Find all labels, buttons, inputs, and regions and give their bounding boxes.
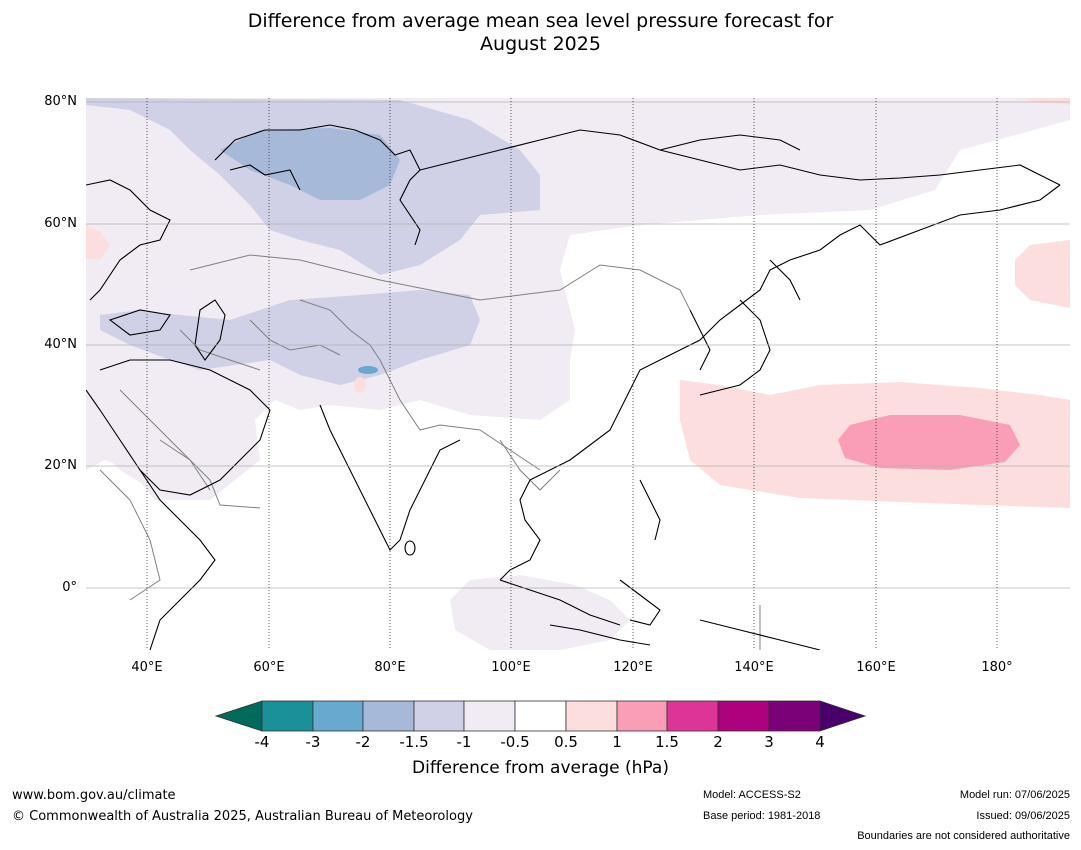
lat-label-40n: 40°N — [44, 337, 77, 352]
colorbar-swatch — [261, 700, 314, 732]
colorbar-swatch — [312, 700, 364, 732]
colorbar-tick: 3 — [764, 733, 774, 751]
footer-disclaimer: Boundaries are not considered authoritat… — [857, 830, 1070, 842]
colorbar-swatch — [514, 700, 567, 732]
colorbar-tick: -0.5 — [500, 733, 530, 751]
lat-label-20n: 20°N — [44, 458, 77, 473]
colorbar-swatch — [768, 700, 821, 732]
footer-issued: Issued: 09/06/2025 — [976, 810, 1070, 822]
longitude-gridlines — [146, 98, 998, 650]
lon-label-100e: 100°E — [491, 660, 531, 675]
colorbar-swatch — [666, 700, 719, 732]
colorbar-swatch — [362, 700, 415, 732]
lon-label-40e: 40°E — [131, 660, 163, 675]
anomaly-region-plus-0-5-europe — [86, 225, 110, 260]
anomaly-spot-plus-0-5-kashmir — [354, 377, 366, 393]
colorbar-swatch — [413, 700, 465, 732]
colorbar-tick: -4 — [254, 733, 270, 751]
colorbar-min-arrow — [214, 700, 263, 732]
map-title-line2: August 2025 — [480, 33, 601, 55]
colorbar-tick: 1.5 — [655, 733, 679, 751]
colorbar-swatch — [463, 700, 516, 732]
anomaly-region-plus-1-pacific — [838, 415, 1020, 470]
colorbar-title: Difference from average (hPa) — [412, 758, 669, 778]
lon-label-140e: 140°E — [734, 660, 774, 675]
colorbar-tick: -1.5 — [399, 733, 429, 751]
colorbar-swatch — [717, 700, 770, 732]
anomaly-region-plus-0-5-arctic-east — [1020, 98, 1070, 105]
colorbar-tick: 2 — [713, 733, 723, 751]
lat-label-60n: 60°N — [44, 216, 77, 231]
footer-model: Model: ACCESS-S2 — [703, 789, 801, 801]
anomaly-region-plus-0-5-north-pacific — [1015, 240, 1070, 308]
lon-label-180: 180° — [981, 660, 1013, 675]
anomaly-region-minus-1-5-core — [220, 128, 400, 200]
lon-label-60e: 60°E — [253, 660, 285, 675]
anomaly-region-minus-1-central — [100, 290, 480, 385]
colorbar-tick: -3 — [305, 733, 321, 751]
colorbar-tick: 1 — [612, 733, 622, 751]
footer-base-period: Base period: 1981-2018 — [703, 810, 821, 822]
colorbar — [214, 700, 867, 732]
colorbar-tick: 0.5 — [554, 733, 578, 751]
colorbar-tick: -2 — [355, 733, 371, 751]
anomaly-spot-minus-2 — [358, 366, 378, 374]
lat-label-80n: 80°N — [44, 94, 77, 109]
anomaly-region-minus-0-5-east-arctic — [640, 140, 935, 205]
footer-model-run: Model run: 07/06/2025 — [959, 789, 1070, 801]
colorbar-tick: -1 — [456, 733, 472, 751]
lon-label-120e: 120°E — [613, 660, 653, 675]
colorbar-max-arrow — [819, 700, 867, 732]
colorbar-swatch — [565, 700, 618, 732]
colorbar-swatch — [616, 700, 668, 732]
latitude-gridlines — [86, 101, 1070, 589]
lon-label-80e: 80°E — [374, 660, 406, 675]
footer-website: www.bom.gov.au/climate — [12, 788, 176, 803]
map-title-line1: Difference from average mean sea level p… — [247, 10, 834, 32]
lat-label-0: 0° — [62, 580, 77, 595]
colorbar-tick: 4 — [815, 733, 825, 751]
map-title: Difference from average mean sea level p… — [0, 10, 1081, 56]
footer-copyright: © Commonwealth of Australia 2025, Austra… — [12, 809, 473, 824]
lon-label-160e: 160°E — [856, 660, 896, 675]
